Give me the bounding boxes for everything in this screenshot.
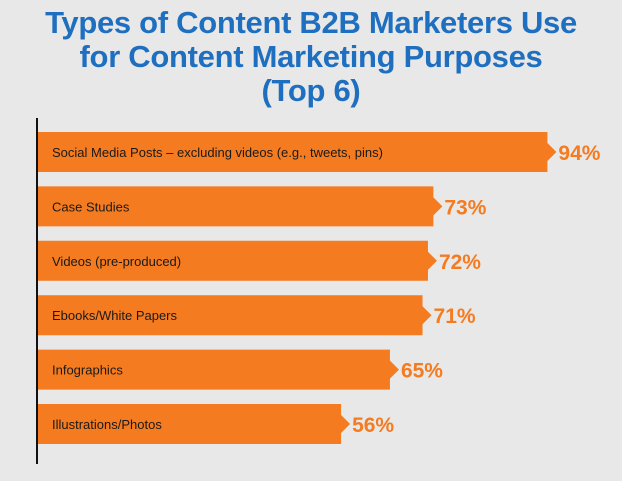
bar-value-label-4: 65% bbox=[401, 360, 443, 383]
bar-value-label-3: 71% bbox=[434, 305, 476, 328]
bars-group: Social Media Posts – excluding videos (e… bbox=[37, 132, 601, 444]
bar-value-label-5: 56% bbox=[352, 414, 394, 437]
chart-title: Types of Content B2B Marketers Use for C… bbox=[0, 6, 622, 108]
bar-label-4: Infographics bbox=[52, 363, 123, 378]
bar-value-label-2: 72% bbox=[439, 251, 481, 274]
bar-label-0: Social Media Posts – excluding videos (e… bbox=[52, 145, 383, 160]
bar-label-2: Videos (pre-produced) bbox=[52, 254, 181, 269]
chart-title-line-3: (Top 6) bbox=[261, 73, 361, 108]
chart-title-line-1: Types of Content B2B Marketers Use bbox=[45, 5, 577, 40]
bar-value-label-1: 73% bbox=[444, 196, 486, 219]
bar-label-1: Case Studies bbox=[52, 199, 130, 214]
bar-label-3: Ebooks/White Papers bbox=[52, 308, 178, 323]
chart-title-line-2: for Content Marketing Purposes bbox=[79, 39, 543, 74]
bar-3 bbox=[37, 295, 432, 336]
bar-1 bbox=[37, 186, 443, 227]
bar-5 bbox=[37, 404, 351, 444]
bar-value-label-0: 94% bbox=[558, 142, 600, 165]
bar-4 bbox=[37, 349, 399, 390]
bar-label-5: Illustrations/Photos bbox=[52, 417, 162, 432]
bar-0 bbox=[37, 132, 557, 172]
bar-2 bbox=[37, 240, 437, 281]
